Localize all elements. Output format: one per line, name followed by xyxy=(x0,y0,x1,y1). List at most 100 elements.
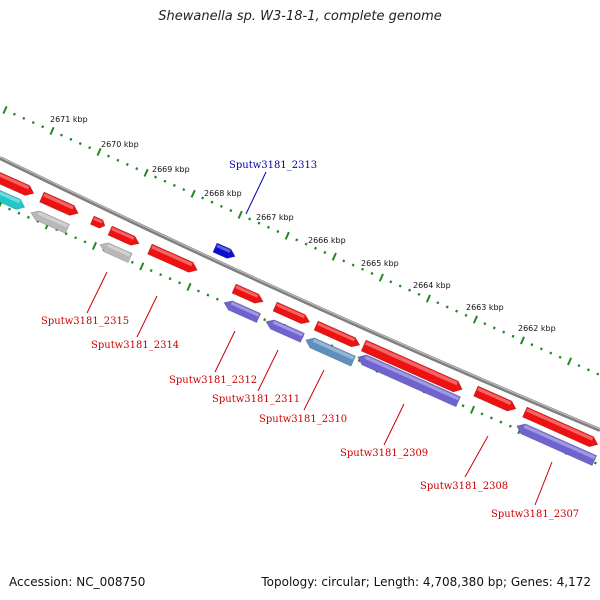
kbp-labels: 2671 kbp 2670 kbp 2669 kbp 2668 kbp 2667… xyxy=(50,115,556,333)
minor-tick xyxy=(295,238,299,242)
minor-tick xyxy=(361,267,365,271)
leader-line xyxy=(245,171,267,215)
gene-body xyxy=(516,423,598,467)
gene-body xyxy=(305,337,356,367)
major-tick xyxy=(143,168,149,177)
minor-tick xyxy=(502,330,506,334)
gene-label: Sputw3181_2310 xyxy=(259,414,347,425)
leader-line xyxy=(464,435,489,478)
minor-tick xyxy=(593,461,597,465)
kbp-label: 2665 kbp xyxy=(361,259,399,268)
minor-tick xyxy=(577,364,581,368)
minor-tick xyxy=(74,236,78,240)
minor-tick xyxy=(455,309,459,313)
gene-feature[interactable] xyxy=(522,406,600,450)
minor-tick xyxy=(22,116,26,120)
minor-tick xyxy=(417,292,421,296)
minor-tick xyxy=(464,313,468,317)
minor-tick xyxy=(508,424,512,428)
minor-tick xyxy=(558,355,562,359)
minor-tick xyxy=(480,412,484,416)
gene-feature[interactable] xyxy=(356,352,461,408)
gene-highlight xyxy=(230,301,260,317)
gene-feature[interactable] xyxy=(222,298,262,323)
gene-feature[interactable] xyxy=(107,225,141,248)
gene-feature[interactable] xyxy=(89,215,106,230)
gene-feature[interactable] xyxy=(147,243,200,275)
gene-highlight xyxy=(276,303,305,319)
gene-label: Sputw3181_2314 xyxy=(91,340,179,351)
minor-tick xyxy=(159,273,163,277)
minor-tick xyxy=(304,242,308,246)
leader-line xyxy=(534,461,553,506)
minor-tick xyxy=(323,250,327,255)
leader-line xyxy=(303,369,325,411)
minor-tick xyxy=(511,334,515,338)
genome-backbone xyxy=(0,156,600,432)
gene-body xyxy=(147,243,198,273)
major-tick xyxy=(472,315,478,324)
major-tick xyxy=(519,336,526,345)
minor-tick xyxy=(229,209,233,213)
gene-label: Sputw3181_2313 xyxy=(229,160,317,171)
label-leader-lines xyxy=(86,171,553,506)
gene-feature[interactable] xyxy=(473,385,519,414)
gene-body xyxy=(360,339,463,393)
gene-feature[interactable] xyxy=(98,240,133,263)
gene-label: Sputw3181_2311 xyxy=(212,394,300,405)
kbp-label: 2670 kbp xyxy=(101,140,139,149)
major-tick xyxy=(186,282,192,291)
gene-feature[interactable] xyxy=(0,187,27,212)
gene-highlight xyxy=(37,211,69,228)
minor-tick xyxy=(135,167,139,171)
major-tick xyxy=(190,189,196,198)
minor-tick xyxy=(492,326,496,330)
gene-feature[interactable] xyxy=(304,335,356,367)
gene-body xyxy=(212,242,236,259)
minor-tick xyxy=(163,179,167,183)
minor-tick xyxy=(172,183,176,187)
minor-tick xyxy=(116,158,120,162)
major-tick xyxy=(139,262,145,271)
gene-body xyxy=(39,191,79,216)
minor-tick xyxy=(351,263,355,267)
gene-label: Sputw3181_2308 xyxy=(420,481,508,492)
map-title: Shewanella sp. W3-18-1, complete genome xyxy=(158,9,442,24)
gene-body xyxy=(357,354,461,408)
gene-highlight xyxy=(364,355,460,401)
gene-feature[interactable] xyxy=(231,283,265,306)
minor-tick xyxy=(398,284,402,288)
minor-tick xyxy=(549,351,553,355)
minor-tick xyxy=(257,221,261,225)
gene-feature[interactable] xyxy=(360,339,465,395)
gene-feature[interactable] xyxy=(29,208,70,234)
gene-highlight xyxy=(477,387,512,405)
minor-tick xyxy=(201,196,205,200)
minor-tick xyxy=(389,280,393,284)
gene-feature[interactable] xyxy=(272,301,312,327)
leader-line xyxy=(136,295,158,338)
gene-feature[interactable] xyxy=(515,421,598,467)
kbp-label: 2666 kbp xyxy=(308,236,346,245)
leader-line xyxy=(257,349,279,392)
minor-tick xyxy=(64,232,68,236)
minor-tick xyxy=(483,322,487,326)
gene-feature[interactable] xyxy=(264,317,305,343)
minor-tick xyxy=(7,207,11,211)
gene-highlight xyxy=(317,322,356,342)
gene-feature[interactable] xyxy=(39,191,81,218)
gene-body xyxy=(30,210,70,234)
gene-highlight xyxy=(216,244,231,253)
gene-body xyxy=(272,301,311,325)
minor-tick xyxy=(31,121,35,125)
gene-feature[interactable] xyxy=(212,242,237,261)
leader-line xyxy=(86,271,108,314)
gene-feature[interactable] xyxy=(313,320,362,350)
gene-feature[interactable] xyxy=(0,169,36,198)
minor-tick xyxy=(586,368,590,372)
major-tick xyxy=(331,252,337,261)
major-tick xyxy=(96,147,102,156)
minor-tick xyxy=(17,211,21,215)
minor-tick xyxy=(539,347,543,351)
